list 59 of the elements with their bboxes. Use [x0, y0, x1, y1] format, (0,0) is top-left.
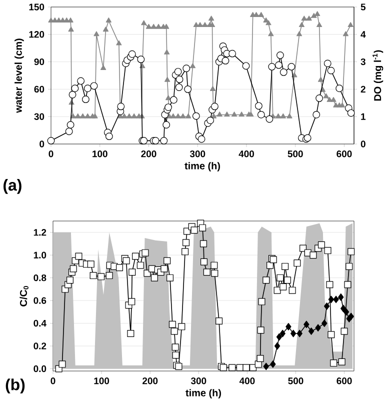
y-tick-label: 0.0: [34, 365, 46, 372]
point: [333, 296, 339, 304]
y-tick-label: 1.0: [34, 252, 46, 258]
text: (b): [6, 378, 25, 394]
x-tick-label: 200: [141, 150, 156, 158]
y-tick-label: 0.6: [34, 297, 46, 304]
point: [328, 296, 334, 304]
point: [324, 302, 330, 310]
y-axis-title: C/C$_{0}$: [20, 286, 28, 306]
point: [276, 333, 282, 341]
x-axis-title: time (h): [184, 162, 220, 172]
y2-tick-label: 0: [360, 140, 366, 148]
point: [280, 330, 286, 338]
point: [340, 304, 346, 312]
x-tick-label: 600: [336, 378, 352, 384]
y-tick-label: 90: [34, 58, 44, 66]
y2-tick-label: 2: [360, 86, 366, 92]
x-tick-label: 0: [50, 378, 56, 384]
point: [296, 330, 302, 338]
y2-tick-label: 5: [360, 4, 366, 10]
y-tick-label: 60: [34, 86, 44, 93]
x-tick-label: 600: [336, 150, 352, 158]
point: [308, 328, 314, 335]
y-tick-label: 0.4: [34, 320, 46, 327]
point: [263, 362, 269, 370]
x-tick-label: 400: [239, 378, 255, 384]
point: [343, 308, 350, 316]
y-tick-label: 0: [40, 140, 44, 148]
y-tick-label: 150: [29, 4, 44, 10]
x-tick-label: 100: [92, 150, 108, 158]
point: [348, 312, 354, 320]
y-tick-label: 0.8: [34, 274, 46, 282]
x-tick-label: 200: [142, 378, 158, 384]
point: [270, 360, 276, 368]
y2-axis-title: DO (mg l$^{-1}$): [372, 50, 384, 101]
x-tick-label: 0: [48, 150, 54, 158]
y-axis-title: water level (cm): [14, 38, 24, 113]
y2-tick-label: 4: [360, 31, 366, 38]
point: [338, 293, 344, 301]
x-tick-label: 300: [190, 378, 206, 384]
y-tick-label: 120: [29, 31, 44, 38]
x-axis-title: time (h): [186, 389, 221, 398]
point: [290, 330, 296, 338]
y2-tick-label: 3: [360, 58, 366, 66]
y-tick-label: 1.2: [34, 229, 46, 236]
y-tick-label: 30: [34, 113, 44, 120]
x-tick-label: 400: [238, 150, 254, 158]
point: [322, 320, 328, 327]
x-tick-label: 500: [288, 150, 303, 158]
y-tick-label: 0.2: [34, 342, 46, 350]
y2-tick-label: 1: [361, 113, 366, 120]
point: [274, 342, 280, 350]
point: [315, 324, 321, 332]
point: [286, 322, 292, 330]
point: [304, 320, 310, 328]
x-tick-label: 300: [190, 150, 206, 158]
text: (a): [4, 179, 22, 194]
x-tick-label: 100: [94, 378, 110, 384]
x-tick-label: 500: [288, 378, 304, 384]
